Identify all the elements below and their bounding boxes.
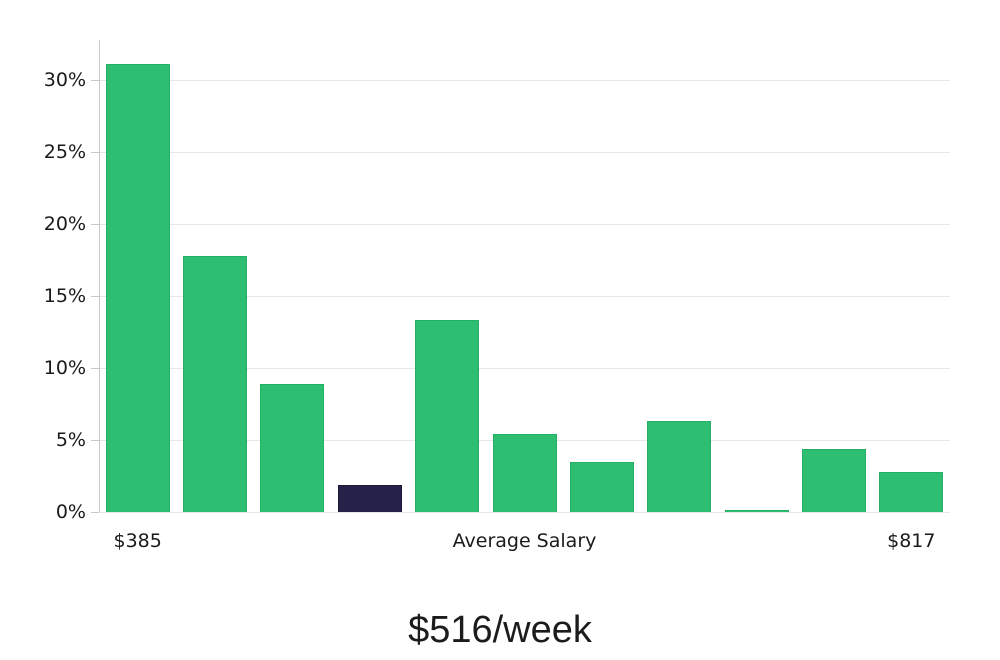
bar xyxy=(647,421,712,512)
x-tick-label-last: $817 xyxy=(887,530,936,552)
y-tick-mark xyxy=(91,224,99,225)
bar xyxy=(183,255,248,512)
bar xyxy=(415,320,480,512)
gridline xyxy=(99,296,950,297)
y-tick-label: 25% xyxy=(43,141,86,163)
bar xyxy=(260,383,325,512)
gridline xyxy=(99,152,950,153)
y-tick-label: 15% xyxy=(43,285,86,307)
y-tick-label: 5% xyxy=(55,429,86,451)
bar xyxy=(724,509,789,512)
bar xyxy=(879,471,944,512)
bar xyxy=(492,434,557,512)
y-axis-line xyxy=(99,40,100,512)
gridline xyxy=(99,80,950,81)
x-tick-label-first: $385 xyxy=(113,530,162,552)
y-tick-mark xyxy=(91,440,99,441)
highlighted-bar xyxy=(337,484,402,512)
y-tick-mark xyxy=(91,152,99,153)
y-tick-mark xyxy=(91,512,99,513)
gridline xyxy=(99,368,950,369)
bar xyxy=(801,448,866,512)
gridline xyxy=(99,224,950,225)
gridline xyxy=(99,512,950,513)
y-tick-label: 0% xyxy=(55,501,86,523)
y-tick-label: 10% xyxy=(43,357,86,379)
x-axis-label: Average Salary xyxy=(452,530,597,552)
y-tick-mark xyxy=(91,368,99,369)
y-tick-label: 20% xyxy=(43,213,86,235)
y-tick-mark xyxy=(91,80,99,81)
bar xyxy=(569,461,634,512)
chart-title: $516/week xyxy=(408,609,592,651)
y-tick-label: 30% xyxy=(43,69,86,91)
bar xyxy=(105,64,170,512)
y-tick-mark xyxy=(91,296,99,297)
